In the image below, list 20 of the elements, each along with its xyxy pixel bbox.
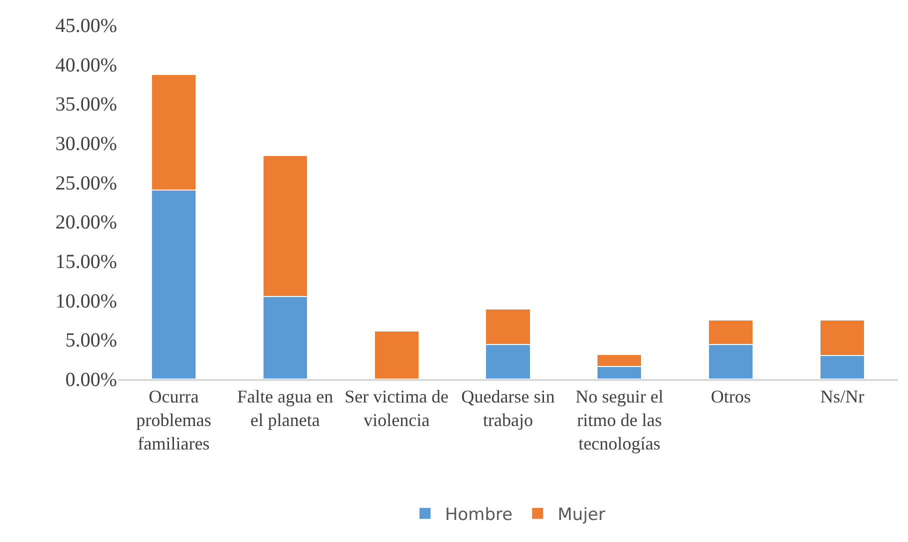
x-tick-label: Ser victima de violencia	[344, 386, 449, 430]
x-tick-label: Otros	[710, 386, 751, 407]
y-tick-label: 0.00%	[65, 369, 117, 391]
bar	[374, 330, 420, 379]
y-tick-label: 25.00%	[55, 172, 117, 194]
x-tick-label: Falte agua en el planeta	[237, 386, 334, 430]
x-tick-label: Quedarse sin trabajo	[461, 386, 555, 430]
legend-label: Mujer	[558, 505, 606, 525]
y-tick-label: 10.00%	[55, 290, 117, 312]
y-tick-label: 45.00%	[55, 15, 117, 37]
y-tick-label: 30.00%	[55, 133, 117, 155]
y-tick-label: 20.00%	[55, 212, 117, 234]
y-tick-label: 35.00%	[55, 94, 117, 116]
x-tick-label: Ns/Nr	[820, 386, 864, 407]
y-tick-label: 15.00%	[55, 251, 117, 273]
legend-label: Hombre	[445, 505, 513, 525]
x-tick-label: Ocurra problemas familiares	[136, 386, 212, 454]
y-tick-label: 40.00%	[55, 54, 117, 76]
y-tick-label: 5.00%	[65, 330, 117, 352]
x-tick-label: No seguir el ritmo de las tecnologías	[575, 386, 664, 454]
